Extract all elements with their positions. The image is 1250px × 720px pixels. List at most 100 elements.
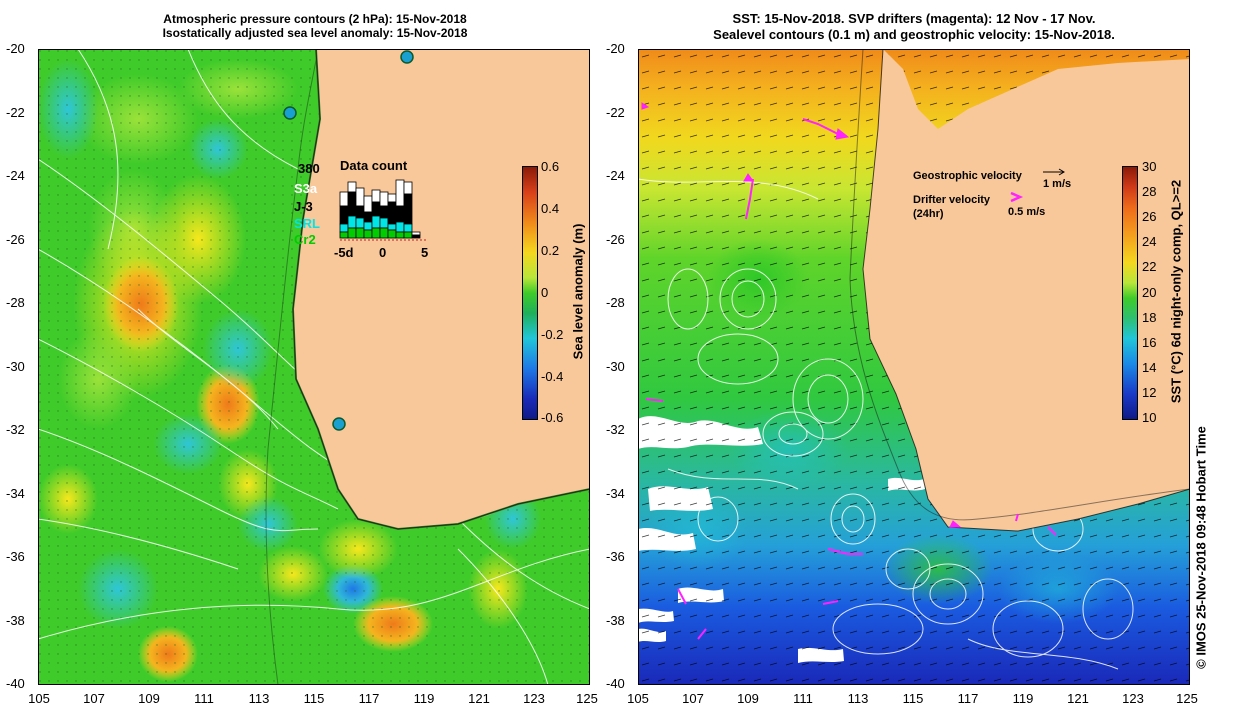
data-count-histogram: [339, 179, 426, 241]
left-lon-tick: 115: [303, 691, 325, 706]
data-count-axis-tick: 0: [379, 245, 387, 260]
left-title-line1: Atmospheric pressure contours (2 hPa): 1…: [163, 12, 467, 26]
right-lat-tick: -40: [606, 676, 625, 691]
mission-label-cr2: Cr2: [294, 232, 316, 247]
geostrophic-velocity-label: Geostrophic velocity: [913, 170, 1022, 182]
right-lon-tick: 119: [1012, 691, 1034, 706]
left-lon-tick: 125: [576, 691, 598, 706]
right-lon-tick: 121: [1067, 691, 1089, 706]
australia-land: [863, 49, 1190, 531]
right-lat-tick: -32: [606, 422, 625, 437]
left-lat-tick: -32: [6, 422, 25, 437]
right-lat-tick: -26: [606, 232, 625, 247]
sla-coastline: [292, 49, 590, 530]
left-lat-tick: -20: [6, 41, 25, 56]
sst-colorbar-tick: 22: [1142, 259, 1157, 274]
left-lat-tick: -28: [6, 295, 25, 310]
sst-shelf-contour: [849, 49, 1190, 521]
left-lon-tick: 117: [358, 691, 380, 706]
sla-colorbar-tick: 0: [541, 285, 549, 300]
right-lon-tick: 123: [1122, 691, 1144, 706]
sst-coastline: [862, 49, 1190, 532]
left-lon-tick: 119: [413, 691, 435, 706]
sla-map-frame: [38, 49, 590, 685]
drifter-velocity-label: Drifter velocity: [913, 194, 991, 206]
left-lon-tick: 113: [248, 691, 270, 706]
sst-map-frame: [638, 49, 1190, 685]
right-lat-tick: -30: [606, 359, 625, 374]
left-lon-tick: 111: [194, 691, 214, 706]
sst-colorbar-tick: 20: [1142, 285, 1157, 300]
data-count-title: Data count: [340, 158, 408, 173]
left-lon-tick: 107: [83, 691, 105, 706]
left-lat-tick: -40: [6, 676, 25, 691]
left-lat-tick: -38: [6, 613, 25, 628]
left-lon-tick: 105: [28, 691, 50, 706]
left-title-line2: Isostatically adjusted sea level anomaly…: [162, 26, 468, 40]
imos-credit: © IMOS 25-Nov-2018 09:48 Hobart Time: [1193, 426, 1209, 669]
right-lon-tick: 109: [737, 691, 759, 706]
sla-colorbar-tick: 0.6: [541, 159, 560, 174]
data-count-axis-tick: -5d: [334, 245, 354, 260]
drifter-scale-arrow-icon: [1010, 191, 1024, 203]
right-lon-tick: 125: [1176, 691, 1198, 706]
right-lon-tick: 117: [957, 691, 979, 706]
sla-colorbar-tick: -0.6: [541, 410, 564, 425]
sst-colorbar-tick: 24: [1142, 234, 1157, 249]
mission-label-s3a: S3a: [294, 181, 318, 196]
left-lon-tick: 109: [138, 691, 160, 706]
right-lat-tick: -34: [606, 486, 625, 501]
left-lat-tick: -30: [6, 359, 25, 374]
left-lat-tick: -22: [6, 105, 25, 120]
sst-map[interactable]: [638, 49, 1190, 685]
left-lat-tick: -34: [6, 486, 25, 501]
right-lon-tick: 107: [682, 691, 704, 706]
tide-gauge-markers: [283, 50, 414, 431]
left-lon-tick: 121: [468, 691, 490, 706]
right-title-line2: Sealevel contours (0.1 m) and geostrophi…: [713, 27, 1115, 42]
sla-map[interactable]: [38, 49, 590, 685]
sst-colorbar-tick: 12: [1142, 385, 1157, 400]
sst-colorbar-tick: 26: [1142, 209, 1157, 224]
sst-colorbar-tick: 14: [1142, 360, 1157, 375]
left-lon-tick: 123: [523, 691, 545, 706]
sla-colorbar-tick: -0.4: [541, 369, 564, 384]
sst-colorbar-tick: 16: [1142, 335, 1157, 350]
drifter-scale-value: 0.5 m/s: [1008, 206, 1046, 218]
right-title-line1: SST: 15-Nov-2018. SVP drifters (magenta)…: [732, 11, 1096, 26]
sealevel-contours: [638, 178, 1134, 670]
data-count-total: 380: [298, 161, 320, 176]
geostrophic-scale-arrow-icon: [1043, 168, 1065, 176]
left-lat-tick: -36: [6, 549, 25, 564]
right-lon-tick: 111: [793, 691, 813, 706]
right-lat-tick: -20: [606, 41, 625, 56]
sst-colorbar-tick: 30: [1142, 159, 1157, 174]
data-count-axis-tick: 5: [421, 245, 429, 260]
mission-label-j3: J-3: [294, 199, 313, 214]
sla-shelf-contour: [265, 49, 319, 685]
sst-colorbar-tick: 28: [1142, 184, 1157, 199]
right-lat-tick: -24: [606, 168, 625, 183]
left-lat-tick: -26: [6, 232, 25, 247]
sst-colorbar-tick: 10: [1142, 410, 1157, 425]
sla-colorbar: [522, 166, 538, 420]
sla-colorbar-tick: 0.2: [541, 243, 560, 258]
right-lat-tick: -38: [606, 613, 625, 628]
sst-colorbar-tick: 18: [1142, 310, 1157, 325]
right-lon-tick: 105: [627, 691, 649, 706]
sla-colorbar-label: Sea level anomaly (m): [570, 223, 586, 360]
left-lat-tick: -24: [6, 168, 25, 183]
right-lat-tick: -22: [606, 105, 625, 120]
drifter-velocity-sublabel: (24hr): [913, 208, 944, 220]
right-lon-tick: 113: [847, 691, 869, 706]
mission-label-srl: SRL: [294, 216, 320, 231]
drifter-tracks: [641, 102, 1057, 640]
sla-colorbar-tick: -0.2: [541, 327, 564, 342]
sst-colorbar: [1122, 166, 1138, 420]
sst-colorbar-label: SST (°C) 6d night-only comp, QL>=2: [1168, 179, 1184, 404]
right-lon-tick: 115: [902, 691, 924, 706]
sla-colorbar-tick: 0.4: [541, 201, 560, 216]
right-lat-tick: -28: [606, 295, 625, 310]
geostrophic-scale-value: 1 m/s: [1043, 178, 1072, 190]
right-lat-tick: -36: [606, 549, 625, 564]
